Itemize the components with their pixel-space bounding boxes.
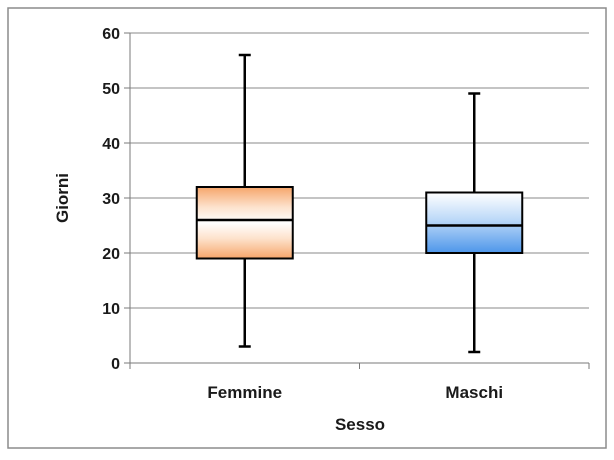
box-femmine: [195, 53, 294, 348]
y-tick-label: 40: [102, 136, 120, 153]
y-tick-labels: 0 10 20 30 40 50 60: [102, 26, 120, 373]
y-tick-label: 10: [102, 301, 120, 318]
y-axis-title: Giorni: [53, 173, 72, 223]
y-tick-label: 60: [102, 26, 120, 43]
x-category-labels: Femmine Maschi: [207, 383, 503, 402]
boxes: [195, 53, 524, 354]
x-axis-title: Sesso: [335, 415, 385, 434]
box-maschi: [425, 92, 524, 354]
axes: [124, 32, 590, 369]
iqr-box: [425, 191, 524, 254]
y-tick-label: 20: [102, 246, 120, 263]
y-tick-label: 0: [111, 356, 120, 373]
y-tick-label: 30: [102, 191, 120, 208]
y-tick-label: 50: [102, 81, 120, 98]
iqr-box: [195, 186, 294, 260]
x-category-label: Maschi: [445, 383, 503, 402]
x-category-label: Femmine: [207, 383, 282, 402]
